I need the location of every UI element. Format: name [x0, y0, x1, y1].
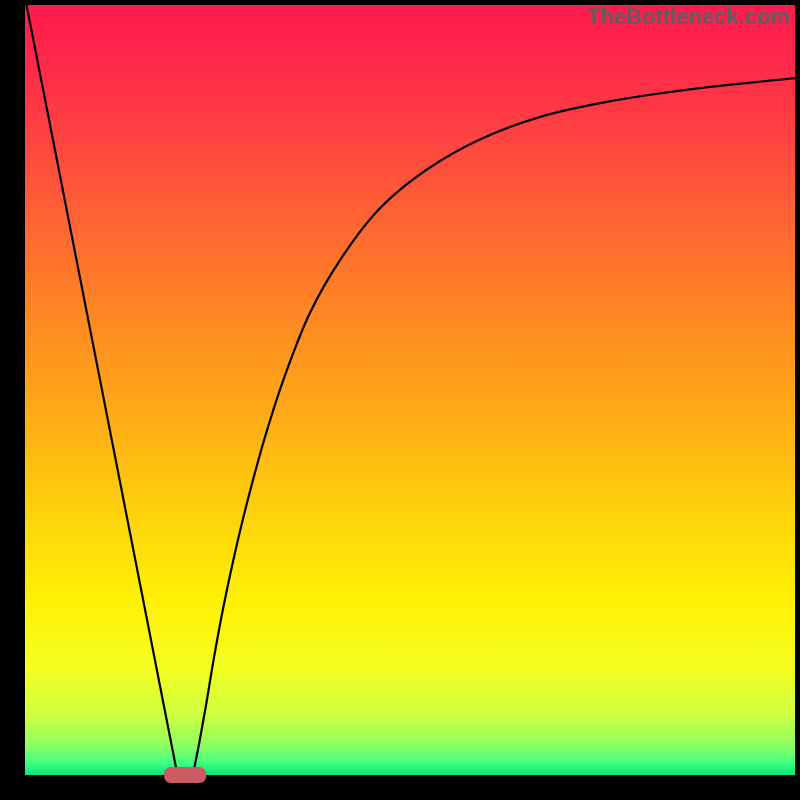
frame-bottom — [0, 775, 800, 800]
watermark-text: TheBottleneck.com — [587, 4, 790, 30]
optimal-point-marker — [164, 767, 206, 783]
chart-svg — [0, 0, 800, 800]
plot-background — [25, 5, 795, 775]
frame-right — [795, 0, 800, 800]
frame-left — [0, 0, 25, 800]
bottleneck-chart: TheBottleneck.com — [0, 0, 800, 800]
